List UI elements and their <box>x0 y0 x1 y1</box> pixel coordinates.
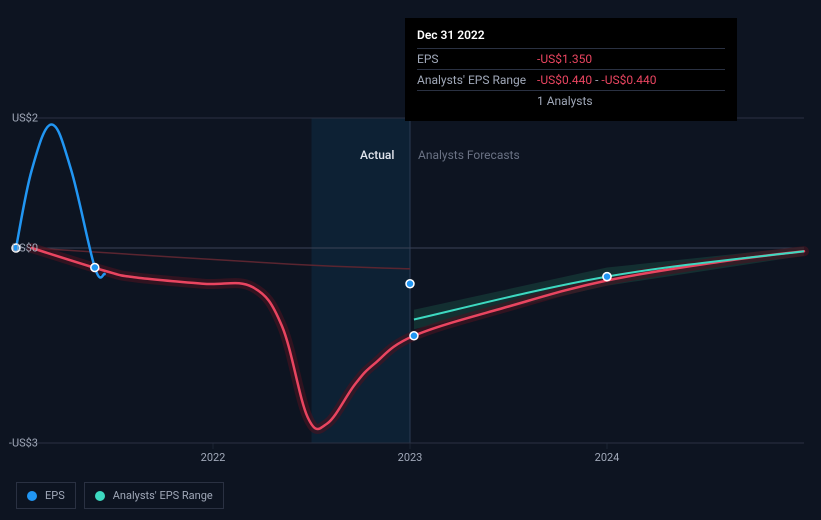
tooltip-key: Analysts' EPS Range <box>417 73 537 87</box>
legend-item-eps[interactable]: EPS <box>16 482 76 509</box>
tooltip-key <box>417 94 537 108</box>
tooltip-date: Dec 31 2022 <box>417 28 725 42</box>
x-axis-label: 2022 <box>201 451 226 464</box>
actual-region-label: Actual <box>360 148 394 162</box>
y-axis-label: US$2 <box>12 112 38 125</box>
y-axis-label: US$0 <box>12 242 38 255</box>
tooltip-value: -US$1.350 <box>537 52 592 66</box>
tooltip-key: EPS <box>417 52 537 66</box>
circle-icon <box>95 491 105 501</box>
forecast-region-label: Analysts Forecasts <box>418 148 520 162</box>
x-axis-label: 2024 <box>595 451 620 464</box>
legend-label: Analysts' EPS Range <box>113 489 213 502</box>
y-axis-label: -US$3 <box>9 437 38 450</box>
legend-item-range[interactable]: Analysts' EPS Range <box>84 482 224 509</box>
legend-label: EPS <box>45 489 65 502</box>
eps-chart[interactable] <box>16 118 804 443</box>
circle-icon <box>27 491 37 501</box>
chart-legend: EPS Analysts' EPS Range <box>16 482 224 509</box>
chart-tooltip: Dec 31 2022 EPS-US$1.350Analysts' EPS Ra… <box>405 18 737 121</box>
x-axis-label: 2023 <box>398 451 423 464</box>
tooltip-value: -US$0.440 - -US$0.440 <box>537 73 657 87</box>
tooltip-value: 1 Analysts <box>537 94 593 108</box>
